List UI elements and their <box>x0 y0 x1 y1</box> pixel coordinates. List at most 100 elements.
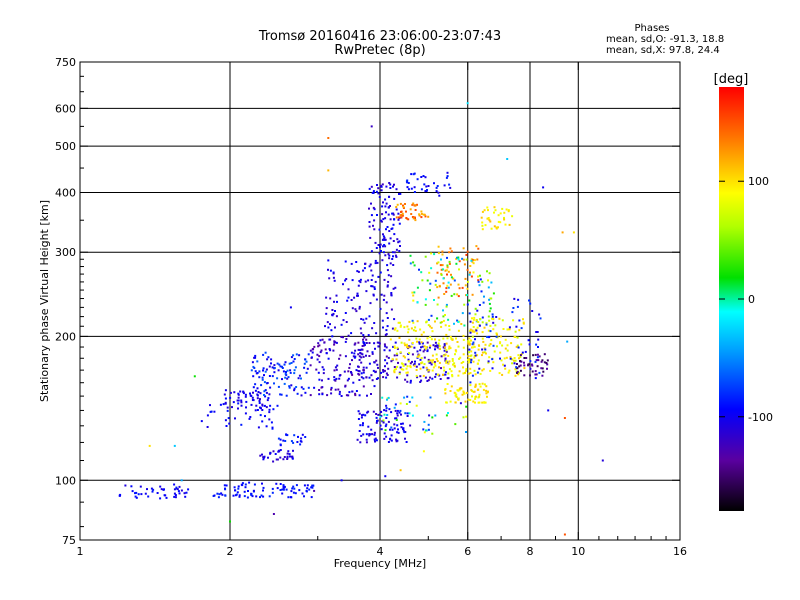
data-point <box>563 533 566 536</box>
data-point <box>442 277 445 280</box>
data-point <box>346 299 349 302</box>
data-point <box>425 366 428 369</box>
data-point <box>439 264 442 267</box>
data-point <box>427 370 430 373</box>
data-point <box>463 324 466 327</box>
data-point <box>504 347 507 350</box>
data-point <box>363 267 366 270</box>
data-point <box>462 416 465 419</box>
data-point <box>388 349 391 352</box>
data-point <box>485 352 487 355</box>
data-point <box>383 294 386 297</box>
data-point <box>456 319 459 322</box>
data-point <box>428 271 431 274</box>
data-point <box>303 495 305 498</box>
data-point <box>386 374 389 376</box>
data-point <box>425 346 428 349</box>
data-point <box>442 315 445 318</box>
data-point <box>445 305 448 308</box>
data-point <box>358 430 361 432</box>
data-point <box>357 348 360 351</box>
data-point <box>300 437 303 440</box>
data-point <box>361 414 363 417</box>
data-point <box>370 214 373 217</box>
data-point <box>424 376 427 379</box>
data-point <box>470 275 473 278</box>
data-point <box>403 396 406 399</box>
data-point <box>372 224 374 227</box>
data-point <box>313 489 316 492</box>
data-point <box>481 228 484 231</box>
data-point <box>458 287 461 290</box>
data-point <box>354 342 357 345</box>
data-point <box>534 360 537 363</box>
data-point <box>312 348 315 350</box>
data-point <box>477 275 479 278</box>
data-point <box>546 363 549 366</box>
data-point <box>483 347 486 350</box>
data-point <box>467 339 470 342</box>
data-point <box>396 203 399 206</box>
data-point <box>151 490 154 493</box>
data-point <box>486 336 489 338</box>
data-point <box>476 354 479 357</box>
data-point <box>360 376 363 379</box>
data-point <box>330 386 333 389</box>
data-point <box>481 369 484 372</box>
data-point <box>424 298 427 301</box>
data-point <box>437 344 440 347</box>
data-point <box>375 421 378 424</box>
data-point <box>434 341 437 344</box>
data-point <box>380 219 382 222</box>
data-point <box>444 371 447 374</box>
data-point <box>371 352 374 355</box>
data-point <box>467 358 469 361</box>
data-point <box>262 489 264 492</box>
data-point <box>173 495 176 498</box>
data-point <box>503 357 506 360</box>
data-point <box>546 367 548 370</box>
data-point <box>472 271 475 274</box>
data-point <box>467 372 470 375</box>
data-point <box>236 399 239 402</box>
data-point <box>458 388 461 391</box>
data-point <box>409 379 412 382</box>
data-point <box>428 289 431 292</box>
data-point <box>365 317 368 320</box>
data-point <box>448 368 451 371</box>
data-point <box>276 487 279 490</box>
data-point <box>237 407 239 410</box>
data-point <box>399 469 402 472</box>
data-point <box>319 351 322 354</box>
data-point <box>291 455 294 458</box>
data-point <box>221 493 224 496</box>
data-point <box>309 394 312 397</box>
data-point <box>165 496 168 499</box>
data-point <box>311 484 314 487</box>
data-point <box>448 325 451 327</box>
data-point <box>491 315 494 318</box>
data-point <box>447 318 450 321</box>
data-point <box>484 343 487 346</box>
data-point <box>488 272 491 275</box>
data-point <box>415 365 418 368</box>
data-point <box>394 254 397 257</box>
data-point <box>218 493 221 496</box>
data-point <box>342 283 344 286</box>
data-point <box>324 348 327 351</box>
data-point <box>431 377 434 380</box>
data-point <box>267 356 270 359</box>
data-point <box>395 206 398 208</box>
data-point <box>450 370 453 373</box>
data-point <box>344 279 347 282</box>
data-point <box>365 438 368 441</box>
data-point <box>184 495 187 498</box>
data-point <box>376 261 379 264</box>
data-point <box>471 335 474 338</box>
data-point <box>285 433 288 436</box>
data-point <box>183 492 186 495</box>
data-point <box>357 341 360 344</box>
data-point <box>420 341 423 344</box>
data-point <box>300 394 303 397</box>
data-point <box>175 486 178 489</box>
